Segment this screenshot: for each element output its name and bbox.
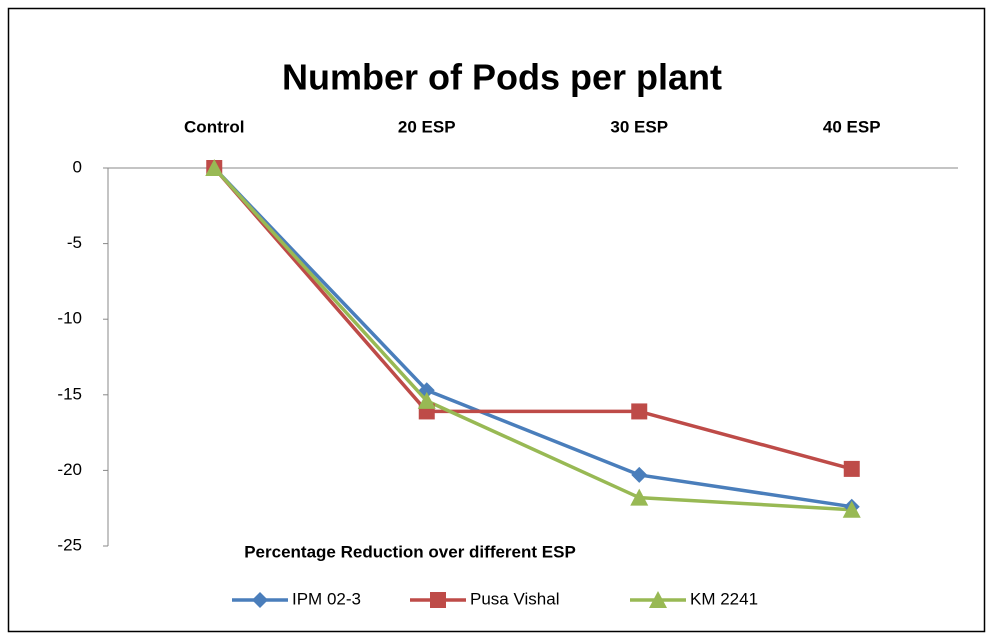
series-line — [212, 166, 852, 512]
x-axis-label: Percentage Reduction over different ESP — [244, 542, 576, 561]
data-point — [205, 159, 224, 176]
y-tick-label: -25 — [57, 535, 82, 554]
chart-title: Number of Pods per plant — [282, 57, 722, 98]
y-tick-label: -5 — [67, 233, 82, 252]
data-point — [631, 466, 648, 483]
series-line — [212, 166, 853, 509]
legend-label: IPM 02-3 — [292, 589, 361, 608]
data-point — [842, 500, 861, 518]
y-tick-label: -10 — [57, 309, 82, 328]
data-point — [843, 460, 860, 477]
series-line — [212, 166, 853, 471]
y-tick-label: -20 — [57, 460, 82, 479]
legend-label: Pusa Vishal — [470, 589, 559, 608]
y-tick-label: 0 — [73, 157, 82, 176]
x-tick-label: 30 ESP — [610, 117, 668, 136]
data-point — [631, 403, 648, 420]
chart-frame — [7, 7, 986, 633]
y-tick-label: -15 — [57, 384, 82, 403]
legend-marker — [649, 591, 667, 608]
legend-marker — [430, 592, 446, 608]
x-tick-label: Control — [184, 117, 244, 136]
data-point — [418, 382, 435, 399]
legend-label: KM 2241 — [690, 589, 758, 608]
x-tick-label: 40 ESP — [823, 117, 881, 136]
data-point — [417, 391, 436, 409]
x-tick-label: 20 ESP — [398, 117, 456, 136]
data-point — [630, 488, 649, 506]
legend-marker — [252, 592, 268, 608]
